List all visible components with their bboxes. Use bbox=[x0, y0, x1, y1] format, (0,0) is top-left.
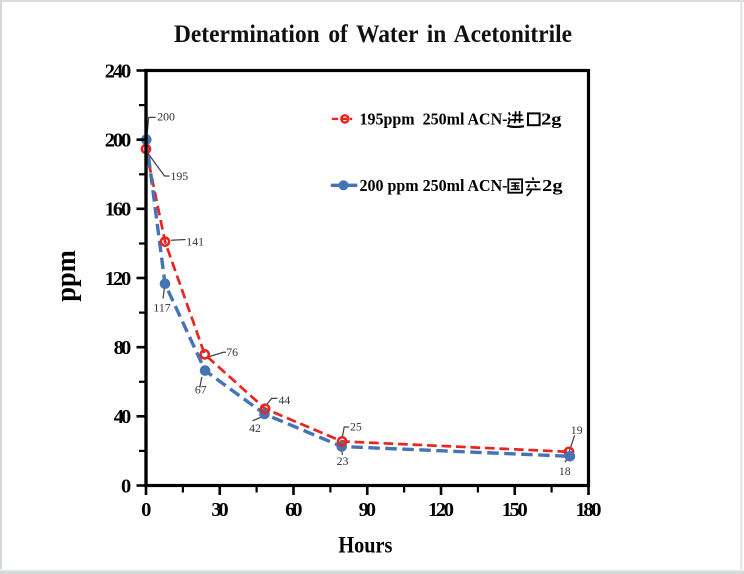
svg-text:25: 25 bbox=[350, 420, 362, 434]
svg-text:Hours: Hours bbox=[338, 532, 392, 557]
svg-text:195: 195 bbox=[171, 169, 189, 183]
svg-text:120: 120 bbox=[428, 499, 454, 521]
svg-text:200: 200 bbox=[157, 110, 175, 124]
svg-text:117: 117 bbox=[153, 301, 170, 315]
svg-text:150: 150 bbox=[502, 499, 528, 521]
svg-text:40: 40 bbox=[114, 406, 132, 428]
svg-text:ppm: ppm bbox=[51, 250, 82, 302]
svg-text:2g: 2g bbox=[542, 176, 563, 195]
svg-text:240: 240 bbox=[105, 60, 132, 82]
svg-text:160: 160 bbox=[105, 199, 132, 221]
svg-text:19: 19 bbox=[571, 423, 583, 437]
svg-text:18: 18 bbox=[559, 464, 571, 478]
svg-text:76: 76 bbox=[226, 345, 238, 359]
svg-text:30: 30 bbox=[211, 499, 228, 521]
svg-text:90: 90 bbox=[359, 499, 376, 521]
svg-text:0: 0 bbox=[141, 499, 151, 521]
svg-text:200 ppm 250ml ACN-: 200 ppm 250ml ACN- bbox=[360, 176, 508, 195]
svg-text:200: 200 bbox=[105, 130, 132, 152]
svg-text:80: 80 bbox=[114, 337, 132, 359]
svg-text:0: 0 bbox=[121, 475, 131, 497]
svg-text:120: 120 bbox=[105, 268, 132, 290]
svg-text:42: 42 bbox=[249, 421, 261, 435]
svg-text:195ppm 250ml ACN-: 195ppm 250ml ACN- bbox=[360, 109, 508, 128]
svg-text:180: 180 bbox=[576, 499, 602, 521]
svg-text:60: 60 bbox=[285, 499, 302, 521]
svg-text:44: 44 bbox=[279, 393, 291, 407]
svg-text:Determination of Water in Acet: Determination of Water in Acetonitrile bbox=[174, 21, 572, 48]
svg-text:23: 23 bbox=[337, 454, 349, 468]
svg-text:67: 67 bbox=[195, 383, 207, 397]
svg-text:2g: 2g bbox=[541, 109, 562, 128]
svg-text:141: 141 bbox=[186, 234, 204, 248]
